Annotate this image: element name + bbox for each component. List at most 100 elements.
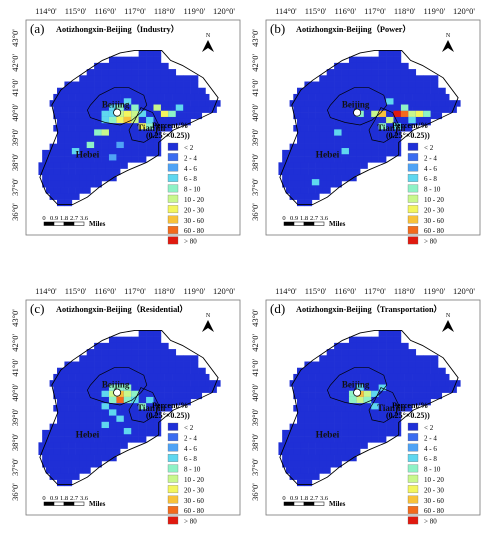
grid-cell (352, 448, 361, 456)
grid-cell (116, 342, 125, 350)
grid-cell (400, 62, 409, 70)
legend-label: 6 - 8 (184, 455, 197, 463)
scale-bar-tick: 3.6 (320, 215, 329, 222)
grid-cell (363, 361, 372, 369)
hotspot-cell (363, 396, 372, 404)
grid-cell (311, 473, 320, 480)
grid-cell (356, 355, 365, 362)
legend-swatch (167, 464, 179, 473)
grid-cell (378, 436, 387, 443)
grid-cell (311, 149, 320, 157)
latitude-tick-label: 40°0' (250, 383, 260, 401)
grid-cell (64, 454, 73, 462)
grid-cell (341, 100, 350, 107)
grid-cell (412, 106, 420, 113)
grid-cell (360, 162, 368, 169)
grid-cell (297, 417, 305, 424)
grid-cell (82, 162, 91, 169)
grid-cell (400, 69, 409, 76)
grid-cell (337, 386, 346, 393)
grid-cell (330, 125, 339, 132)
hotspot-cell (116, 396, 124, 404)
grid-cell (138, 69, 147, 76)
legend-label: 8 - 10 (184, 186, 201, 194)
grid-cell (157, 93, 165, 101)
grid-cell (334, 180, 342, 188)
longitude-tick-label: 115°0' (65, 6, 87, 16)
grid-cell (116, 423, 125, 431)
grid-cell (53, 162, 62, 169)
grid-cell (183, 380, 191, 387)
grid-cell (293, 448, 302, 456)
grid-cell (297, 174, 305, 182)
grid-cell (108, 336, 117, 344)
grid-cell (423, 380, 431, 387)
grid-cell (153, 411, 162, 418)
grid-cell (322, 448, 331, 456)
grid-cell (363, 131, 372, 138)
grid-cell (348, 118, 357, 126)
grid-cell (341, 429, 350, 437)
grid-cell (400, 349, 409, 356)
grid-cell (315, 392, 324, 400)
map-panel-d: 114°0' 115°0' 116°0' 117°0' 118°0' 119°0' 120°… (250, 286, 481, 526)
latitude-tick-label: 39°0' (10, 128, 20, 146)
grid-cell (363, 429, 372, 437)
grid-cell (311, 156, 320, 163)
grid-cell (345, 405, 353, 412)
grid-cell (75, 392, 84, 400)
grid-cell (120, 93, 128, 101)
grid-cell (101, 137, 110, 144)
north-arrow-icon (442, 40, 454, 52)
grid-cell (363, 75, 372, 82)
grid-cell (168, 81, 177, 89)
grid-cell (352, 442, 361, 449)
grid-cell (434, 373, 443, 381)
grid-cell (94, 367, 102, 375)
grid-cell (79, 429, 87, 437)
grid-cell (371, 69, 379, 76)
scale-bar-unit: Miles (89, 220, 106, 228)
beijing-boundary (87, 87, 148, 126)
grid-cell (94, 460, 102, 468)
legend-label: 30 - 60 (424, 497, 444, 505)
grid-cell (363, 81, 372, 89)
grid-cell (164, 405, 173, 412)
grid-cell (341, 436, 350, 443)
grid-cell (112, 168, 121, 176)
latitude-tick-label: 43°0' (10, 29, 20, 47)
latitude-tick-label: 43°0' (250, 29, 260, 47)
grid-cell (86, 355, 95, 362)
grid-cell (75, 187, 84, 194)
panel-letter: (b) (270, 21, 285, 36)
grid-cell (79, 100, 87, 107)
grid-cell (326, 367, 335, 375)
grid-cell (341, 361, 350, 369)
latitude-tick-label: 42°0' (250, 334, 260, 352)
grid-cell (108, 417, 117, 424)
grid-cell (57, 137, 65, 144)
grid-cell (348, 361, 357, 369)
grid-cell (334, 417, 342, 424)
grid-cell (315, 373, 324, 381)
grid-cell (105, 373, 113, 381)
grid-cell (168, 398, 177, 406)
grid-cell (374, 392, 383, 400)
grid-cell (367, 106, 376, 113)
grid-cell (319, 143, 327, 151)
grid-cell (138, 411, 147, 418)
grid-cell (123, 349, 132, 356)
grid-cell (123, 417, 132, 424)
grid-cell (348, 143, 357, 151)
grid-cell (108, 380, 117, 387)
grid-cell (382, 392, 391, 400)
grid-cell (341, 156, 350, 163)
grid-cell (308, 125, 316, 132)
grid-cell (138, 342, 147, 350)
grid-cell (367, 373, 376, 381)
grid-cell (393, 69, 402, 76)
grid-cell (341, 137, 350, 144)
grid-cell (393, 417, 402, 424)
grid-cell (90, 392, 99, 400)
hotspot-cell (101, 403, 109, 410)
